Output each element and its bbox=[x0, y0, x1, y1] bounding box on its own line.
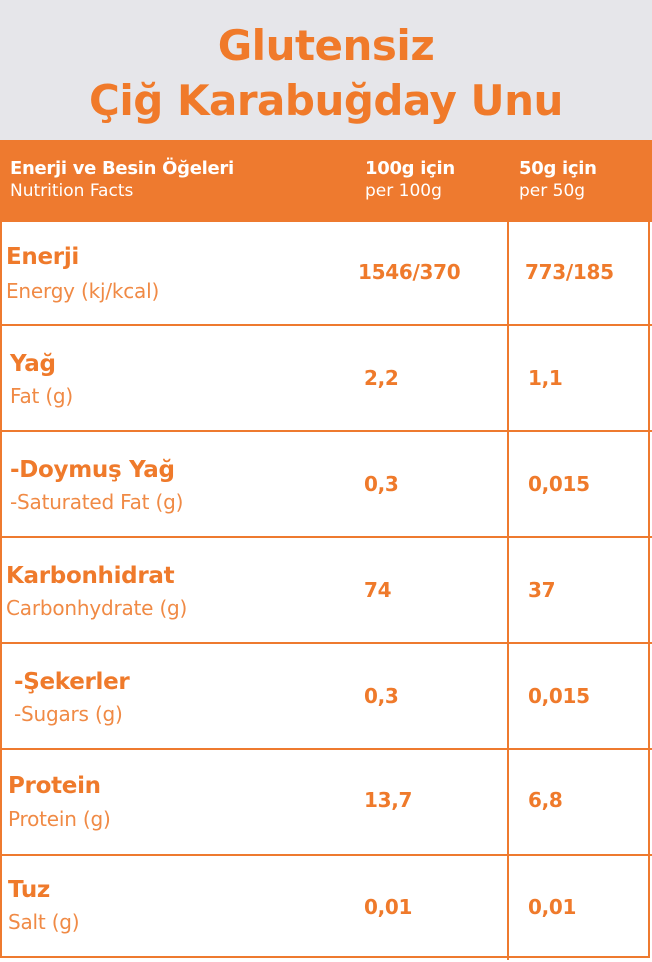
header-per-100g-tr: 100g için bbox=[365, 158, 455, 179]
row-name-en: Energy (kj/kcal) bbox=[6, 279, 160, 303]
row-value-100g: 13,7 bbox=[364, 788, 413, 812]
header-per-100g-en: per 100g bbox=[365, 181, 442, 201]
row-name-en: -Saturated Fat (g) bbox=[10, 490, 184, 514]
table-row: Yağ Fat (g) 2,2 1,1 bbox=[0, 326, 652, 432]
table-row: Tuz Salt (g) 0,01 0,01 bbox=[0, 856, 652, 962]
row-name-en: Carbonhydrate (g) bbox=[6, 596, 188, 620]
column-divider bbox=[507, 222, 509, 960]
header-per-50g: 50g için per 50g bbox=[519, 158, 597, 202]
table-row: -Şekerler -Sugars (g) 0,3 0,015 bbox=[0, 644, 652, 750]
row-name-tr: -Şekerler bbox=[14, 669, 130, 695]
row-value-100g: 0,01 bbox=[364, 895, 413, 919]
row-name-tr: -Doymuş Yağ bbox=[10, 457, 175, 483]
title-area: Glutensiz Çiğ Karabuğday Unu bbox=[0, 0, 652, 140]
row-value-50g: 6,8 bbox=[528, 788, 563, 812]
table-header: Enerji ve Besin Öğeleri Nutrition Facts … bbox=[0, 140, 652, 222]
row-divider bbox=[0, 642, 652, 644]
row-value-100g: 2,2 bbox=[364, 366, 399, 390]
row-value-100g: 0,3 bbox=[364, 472, 399, 496]
header-per-50g-tr: 50g için bbox=[519, 158, 597, 179]
row-divider bbox=[0, 748, 652, 750]
table-row: -Doymuş Yağ -Saturated Fat (g) 0,3 0,015 bbox=[0, 432, 652, 538]
nutrition-table: Enerji ve Besin Öğeleri Nutrition Facts … bbox=[0, 140, 652, 960]
row-name-en: Fat (g) bbox=[10, 384, 74, 408]
row-divider bbox=[0, 854, 652, 856]
header-nutrients-tr: Enerji ve Besin Öğeleri bbox=[10, 158, 234, 179]
row-name-tr: Enerji bbox=[6, 244, 79, 270]
header-nutrients-en: Nutrition Facts bbox=[10, 181, 134, 201]
row-value-100g: 0,3 bbox=[364, 684, 399, 708]
header-nutrients: Enerji ve Besin Öğeleri Nutrition Facts bbox=[10, 158, 234, 202]
table-row: Protein Protein (g) 13,7 6,8 bbox=[0, 750, 652, 856]
row-value-50g: 0,015 bbox=[528, 472, 590, 496]
header-per-50g-en: per 50g bbox=[519, 181, 586, 201]
title-line-2: Çiğ Karabuğday Unu bbox=[89, 76, 563, 125]
row-value-50g: 773/185 bbox=[525, 260, 614, 284]
row-value-50g: 1,1 bbox=[528, 366, 563, 390]
row-divider bbox=[0, 536, 652, 538]
table-row: Karbonhidrat Carbonhydrate (g) 74 37 bbox=[0, 538, 652, 644]
row-value-50g: 37 bbox=[528, 578, 556, 602]
row-value-50g: 0,01 bbox=[528, 895, 577, 919]
row-name-tr: Tuz bbox=[8, 877, 51, 903]
row-name-en: -Sugars (g) bbox=[14, 702, 123, 726]
header-per-100g: 100g için per 100g bbox=[365, 158, 455, 202]
row-divider bbox=[0, 324, 652, 326]
row-value-50g: 0,015 bbox=[528, 684, 590, 708]
table-body-frame bbox=[0, 222, 650, 958]
row-name-tr: Karbonhidrat bbox=[6, 563, 175, 589]
row-name-tr: Protein bbox=[8, 773, 101, 799]
table-row: Enerji Energy (kj/kcal) 1546/370 773/185 bbox=[0, 222, 652, 328]
row-value-100g: 74 bbox=[364, 578, 392, 602]
row-value-100g: 1546/370 bbox=[358, 260, 461, 284]
row-name-tr: Yağ bbox=[10, 351, 56, 377]
row-name-en: Salt (g) bbox=[8, 910, 80, 934]
row-divider bbox=[0, 430, 652, 432]
row-name-en: Protein (g) bbox=[8, 807, 111, 831]
title-line-1: Glutensiz bbox=[217, 21, 435, 70]
